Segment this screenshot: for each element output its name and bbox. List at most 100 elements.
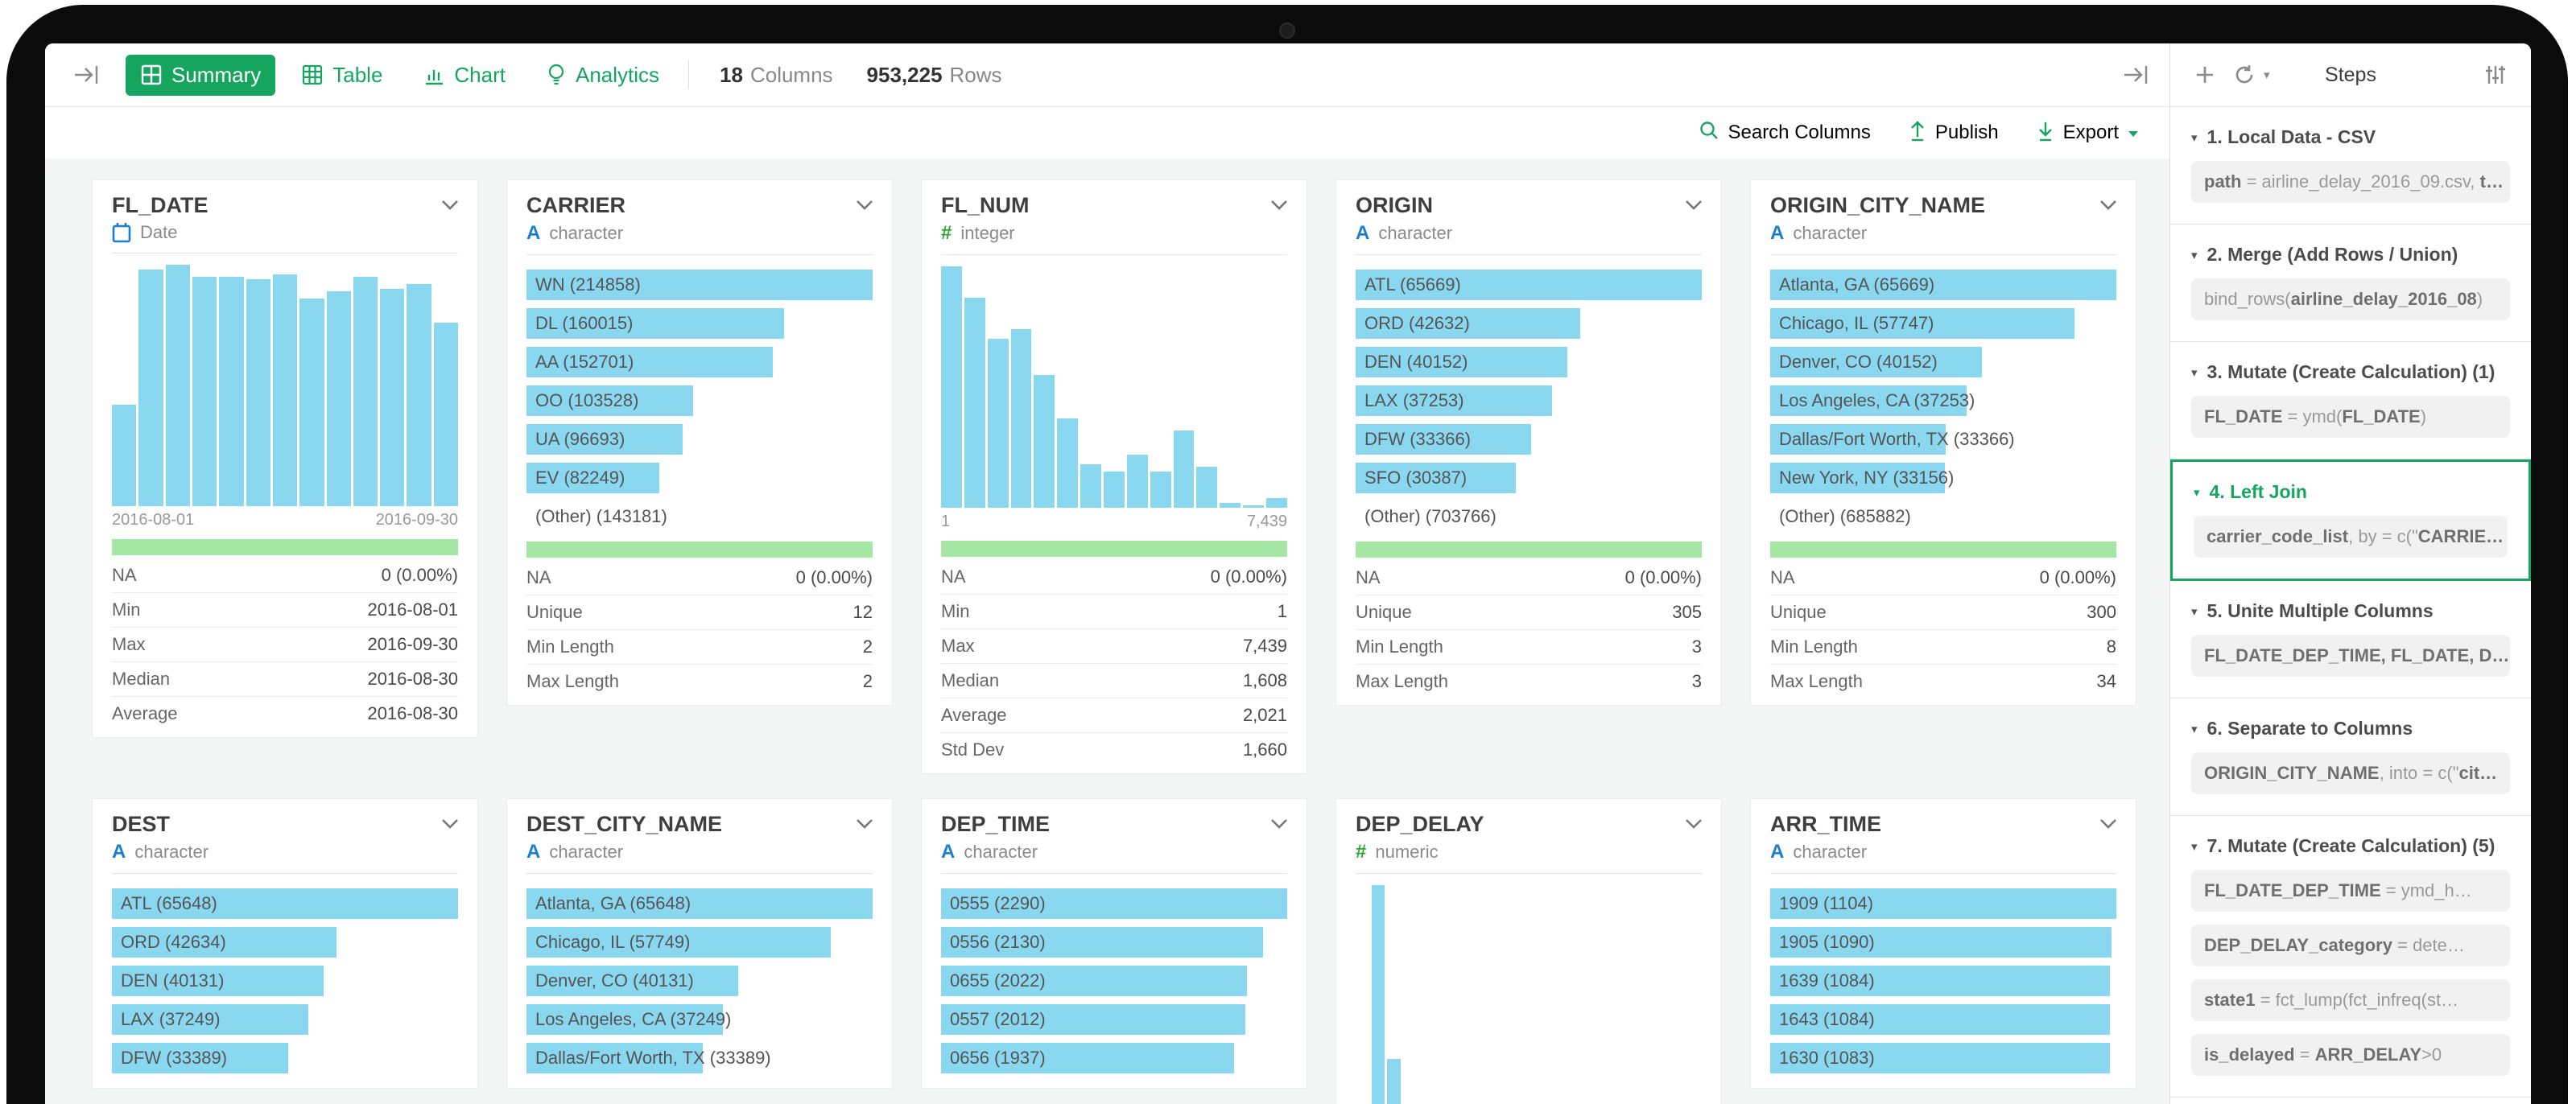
step-title[interactable]: ▾ 6. Separate to Columns (2191, 718, 2510, 739)
search-columns-button[interactable]: Search Columns (1699, 120, 1871, 146)
dataset-counts: 18 Columns 953,225 Rows (720, 63, 1036, 88)
category-bar-row: Atlanta, GA (65669) (1770, 270, 2116, 300)
category-bar-row: 0555 (2290) (941, 888, 1287, 919)
category-label: 1643 (1084) (1779, 1009, 1875, 1029)
collapse-triangle-icon[interactable]: ▾ (2191, 365, 2198, 380)
add-step-icon[interactable] (2188, 58, 2222, 92)
category-bar (112, 927, 337, 958)
collapse-left-panel-icon[interactable] (66, 56, 106, 93)
tab-chart[interactable]: Chart (408, 55, 520, 96)
histogram-axis: 2016-08-01 2016-09-30 (112, 511, 458, 529)
stat-value: 2 (862, 671, 873, 691)
step-item-4[interactable]: ▾ 4. Left Join carrier_code_list, by = c("… (2170, 459, 2531, 581)
category-bar (1770, 347, 1982, 377)
category-bar (526, 385, 694, 416)
chevron-down-icon[interactable] (1269, 200, 1289, 215)
histogram-bar (138, 270, 163, 506)
rows-count: 953,225 Rows (867, 63, 1002, 88)
category-label: Dallas/Fort Worth, TX (33389) (535, 1048, 771, 1068)
collapse-triangle-icon[interactable]: ▾ (2191, 248, 2198, 262)
step-item-6[interactable]: ▾ 6. Separate to Columns ORIGIN_CITY_NAME,… (2170, 698, 2531, 816)
step-item-5[interactable]: ▾ 5. Unite Multiple Columns FL_DATE_DEP_TI… (2170, 581, 2531, 698)
stats-table: NA 0 (0.00%) Min 2016-08-01 Max 2016-09-30 Med… (112, 558, 458, 731)
stat-value: 0 (0.00%) (2039, 567, 2116, 587)
stat-label: NA (1356, 567, 1381, 587)
step-expression-chip[interactable]: FL_DATE_DEP_TIME = ymd_h… (2191, 870, 2510, 912)
category-bars: 0555 (2290) 0556 (2130) 0655 (2022) 0557 (2… (941, 885, 1287, 1073)
chevron-down-icon[interactable] (855, 818, 874, 834)
chevron-down-icon[interactable] (440, 818, 460, 834)
collapse-triangle-icon[interactable]: ▾ (2191, 604, 2198, 619)
category-bar-row: WN (214858) (526, 270, 873, 300)
step-title[interactable]: ▾ 7. Mutate (Create Calculation) (5) (2191, 835, 2510, 857)
step-expression-chip[interactable]: ORIGIN_CITY_NAME, into = c("cit… (2191, 752, 2510, 794)
step-title[interactable]: ▾ 4. Left Join (2194, 481, 2508, 503)
collapse-triangle-icon[interactable]: ▾ (2191, 839, 2198, 854)
collapse-right-panel-icon[interactable] (2116, 56, 2156, 93)
stat-row: Median 2016-08-30 (112, 661, 458, 696)
chevron-down-icon[interactable] (1269, 818, 1289, 834)
step-title[interactable]: ▾ 2. Merge (Add Rows / Union) (2191, 244, 2510, 266)
collapse-triangle-icon[interactable]: ▾ (2191, 722, 2198, 736)
expression-part: = ymd_h… (2380, 880, 2472, 900)
category-bar (526, 966, 738, 996)
tab-analytics[interactable]: Analytics (531, 55, 674, 96)
refresh-caret-icon[interactable]: ▾ (2264, 68, 2270, 82)
export-button[interactable]: Export (2036, 119, 2140, 147)
chevron-down-icon[interactable] (440, 200, 460, 215)
step-expression-chip[interactable]: FL_DATE_DEP_TIME, FL_DATE, D… (2191, 635, 2510, 677)
refresh-icon[interactable] (2227, 57, 2262, 93)
step-expression-chip[interactable]: state1 = fct_lump(fct_infreq(st… (2191, 979, 2510, 1021)
tab-table[interactable]: Table (287, 55, 397, 96)
char-a-icon: A (941, 841, 956, 863)
column-card-fl_date: FL_DATE Date 2016-08-01 2016-09-30 NA 0 (0.00… (92, 179, 478, 738)
stat-row: Average 2016-08-30 (112, 696, 458, 731)
step-title[interactable]: ▾ 1. Local Data - CSV (2191, 126, 2510, 148)
step-expression-chip[interactable]: FL_DATE = ymd(FL_DATE) (2191, 396, 2510, 438)
tab-summary[interactable]: Summary (126, 54, 276, 96)
stat-value: 2016-08-01 (367, 599, 458, 620)
category-bar (112, 888, 458, 919)
publish-button[interactable]: Publish (1908, 119, 1999, 147)
step-title[interactable]: ▾ 3. Mutate (Create Calculation) (1) (2191, 361, 2510, 383)
step-expression-chip[interactable]: path = airline_delay_2016_09.csv, t… (2191, 161, 2510, 203)
sliders-icon[interactable] (2478, 57, 2513, 93)
category-label: EV (82249) (535, 468, 625, 488)
chevron-down-icon[interactable] (2099, 818, 2118, 834)
chevron-down-icon[interactable] (1684, 818, 1703, 834)
stat-label: NA (941, 566, 966, 587)
chevron-down-icon[interactable] (855, 200, 874, 215)
category-label: 1905 (1090) (1779, 932, 1875, 952)
stat-row: Max 2016-09-30 (112, 627, 458, 661)
category-bar-row: 0655 (2022) (941, 966, 1287, 996)
collapse-triangle-icon[interactable]: ▾ (2194, 485, 2200, 500)
char-a-icon: A (526, 841, 541, 863)
publish-label: Publish (1934, 122, 1999, 143)
step-title-label: 2. Merge (Add Rows / Union) (2207, 244, 2458, 265)
category-bar-row: Chicago, IL (57749) (526, 927, 873, 958)
category-label: Denver, CO (40131) (535, 970, 694, 991)
step-expression-chip[interactable]: carrier_code_list, by = c("CARRIE… (2194, 516, 2508, 558)
step-item-2[interactable]: ▾ 2. Merge (Add Rows / Union) bind_rows(ai… (2170, 225, 2531, 342)
step-item-3[interactable]: ▾ 3. Mutate (Create Calculation) (1) FL_DA… (2170, 342, 2531, 459)
category-label: DL (160015) (535, 313, 634, 333)
step-title[interactable]: ▾ 5. Unite Multiple Columns (2191, 600, 2510, 622)
category-label: Dallas/Fort Worth, TX (33366) (1779, 429, 2015, 449)
step-item-1[interactable]: ▾ 1. Local Data - CSV path = airline_delay… (2170, 107, 2531, 225)
expression-part: = ymd( (2282, 406, 2343, 426)
step-expression-chip[interactable]: bind_rows(airline_delay_2016_08) (2191, 278, 2510, 320)
chevron-down-icon[interactable] (1684, 200, 1703, 215)
collapse-triangle-icon[interactable]: ▾ (2191, 130, 2198, 145)
step-expression-chip[interactable]: DEP_DELAY_category = dete… (2191, 925, 2510, 966)
steps-sidebar: ▾ Steps ▾ 1. Local Data - CSV path = airli… (2169, 43, 2531, 1104)
step-expression-chip[interactable]: is_delayed = ARR_DELAY>0 (2191, 1034, 2510, 1076)
chevron-down-icon[interactable] (2099, 200, 2118, 215)
stat-row: Std Dev 1,660 (941, 732, 1287, 767)
step-item-7[interactable]: ▾ 7. Mutate (Create Calculation) (5) FL_DA… (2170, 816, 2531, 1098)
steps-list: ▾ 1. Local Data - CSV path = airline_delay… (2170, 107, 2531, 1098)
stat-row: Min Length 3 (1356, 629, 1702, 664)
histogram-bar (1371, 885, 1385, 1104)
stat-value: 8 (2106, 636, 2116, 657)
rows-count-value: 953,225 (866, 62, 943, 87)
